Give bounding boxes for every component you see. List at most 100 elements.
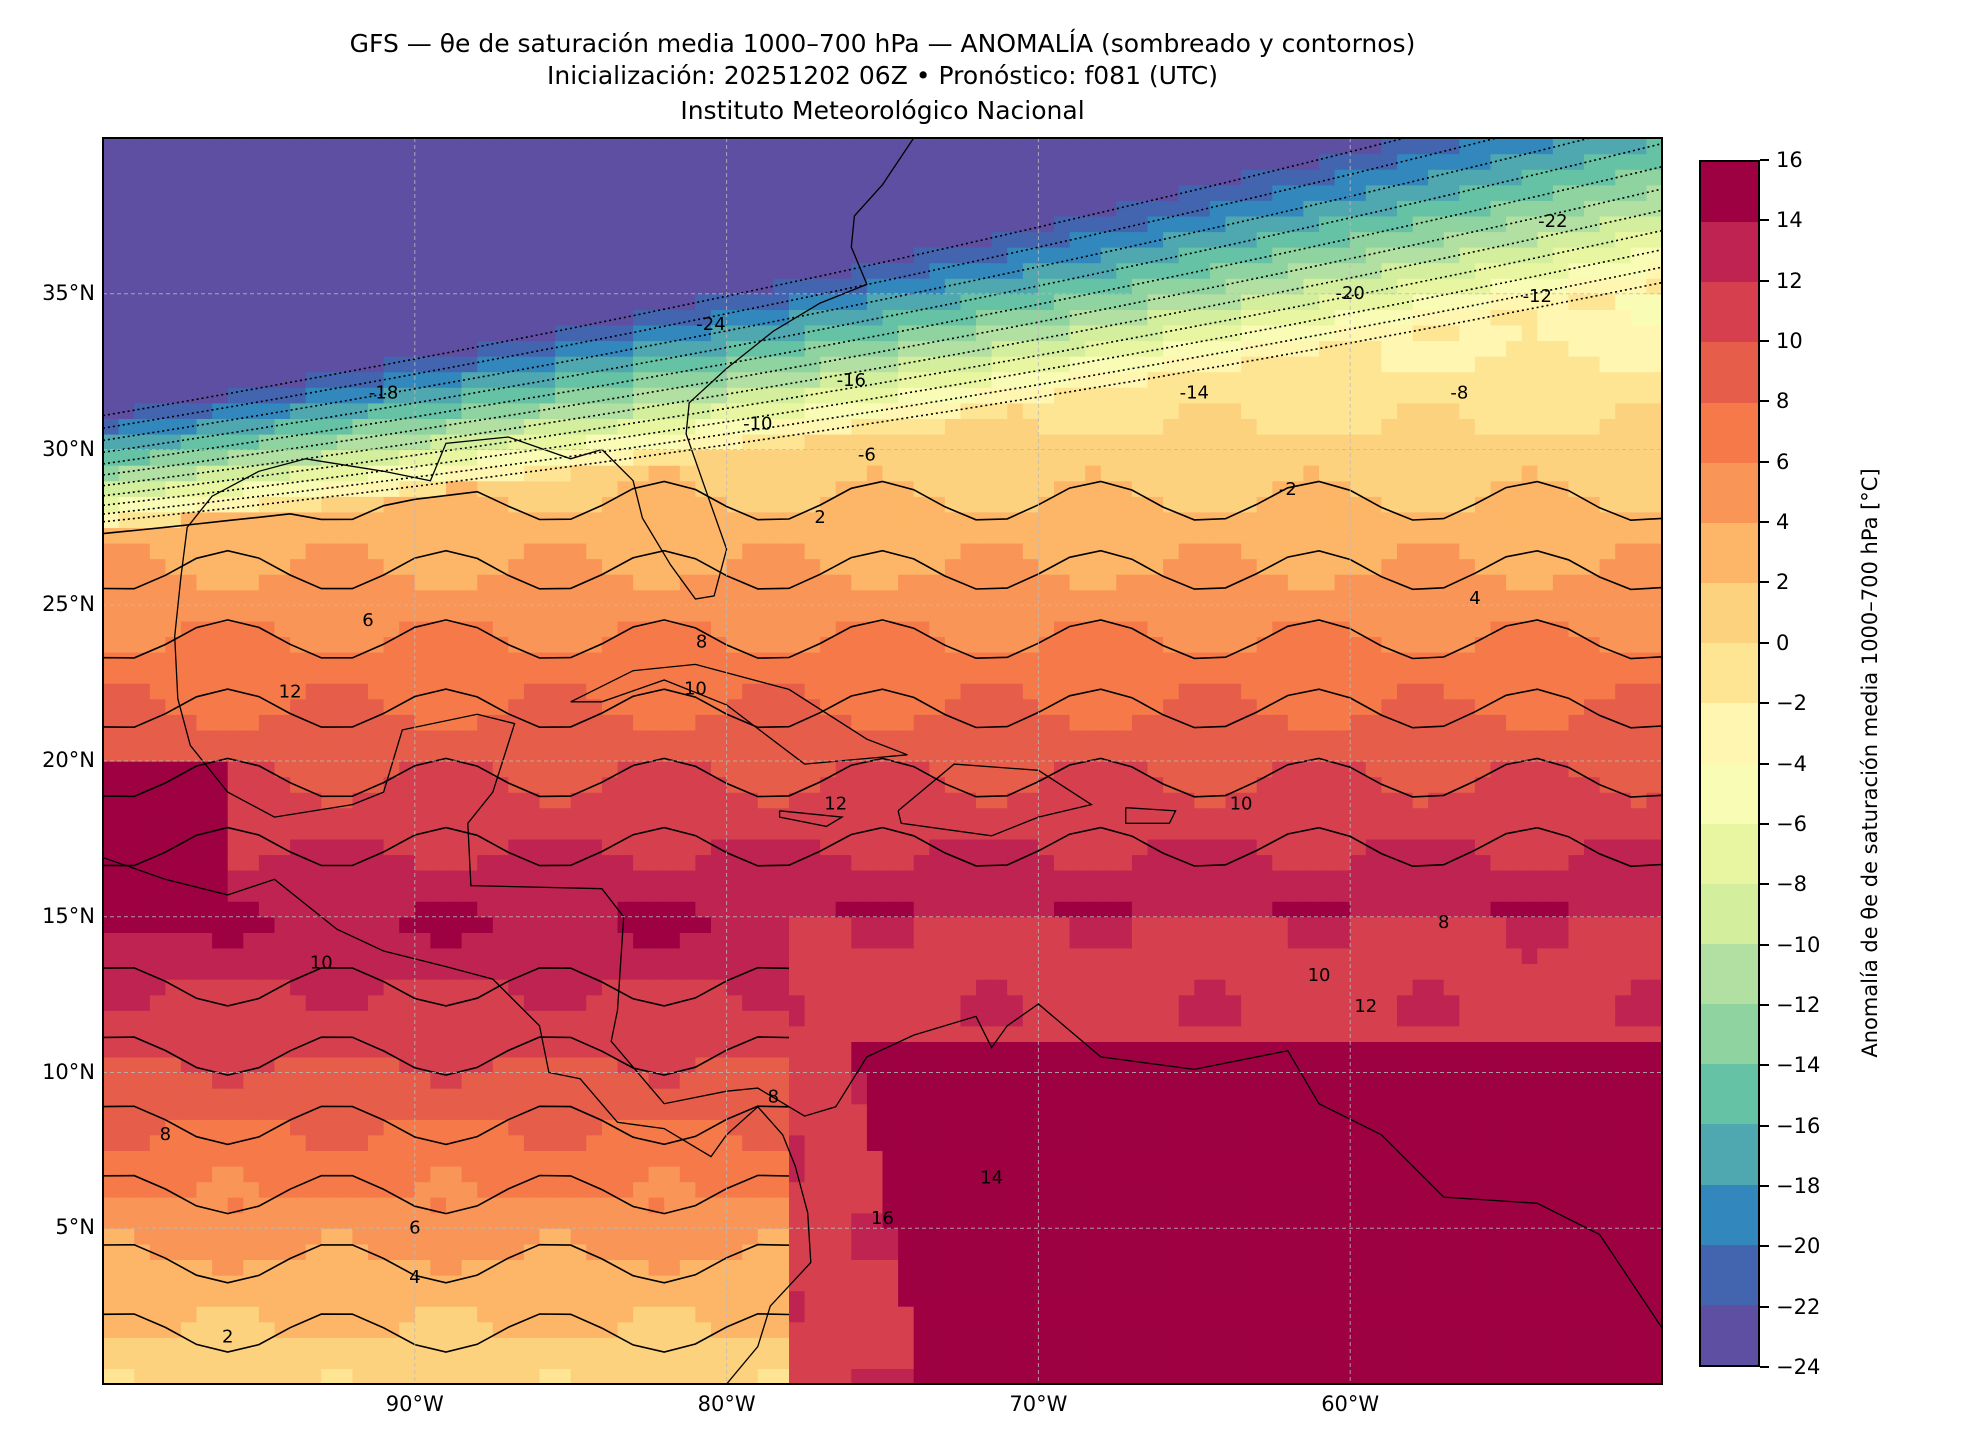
field-cell xyxy=(1646,683,1662,700)
field-cell xyxy=(1584,885,1601,902)
field-cell xyxy=(991,1321,1008,1338)
field-cell xyxy=(274,1197,291,1214)
field-cell xyxy=(820,1103,837,1120)
field-cell xyxy=(633,994,650,1011)
field-cell xyxy=(1646,667,1662,684)
field-cell xyxy=(835,792,852,809)
field-cell xyxy=(1178,698,1195,715)
field-cell xyxy=(617,1259,634,1276)
field-cell xyxy=(383,854,400,871)
field-cell xyxy=(212,1166,229,1183)
field-cell xyxy=(1412,667,1429,684)
field-cell xyxy=(1319,1243,1336,1260)
field-cell xyxy=(134,870,151,887)
field-cell xyxy=(523,745,541,762)
field-cell xyxy=(726,1166,743,1183)
field-cell xyxy=(617,854,634,871)
field-cell xyxy=(1334,667,1351,684)
field-cell xyxy=(648,1243,665,1260)
field-cell xyxy=(1428,1166,1445,1183)
field-cell xyxy=(1474,1321,1492,1338)
field-cell xyxy=(399,1337,416,1354)
field-cell xyxy=(383,1134,400,1151)
field-cell xyxy=(134,792,151,809)
field-cell xyxy=(1365,916,1382,933)
field-cell xyxy=(586,916,603,933)
field-cell xyxy=(1319,1337,1336,1354)
field-cell xyxy=(492,1290,509,1307)
field-cell xyxy=(1646,1321,1662,1338)
field-cell xyxy=(617,916,634,933)
field-cell xyxy=(1474,1150,1492,1167)
field-cell xyxy=(866,1352,884,1369)
field-cell xyxy=(789,1119,806,1136)
field-cell xyxy=(851,823,868,840)
field-cell xyxy=(1537,792,1554,809)
field-cell xyxy=(446,1041,463,1058)
field-cell xyxy=(1428,698,1445,715)
field-cell xyxy=(1209,1197,1227,1214)
field-cell xyxy=(1069,729,1086,747)
field-cell xyxy=(1287,1119,1304,1136)
field-cell xyxy=(991,1337,1008,1354)
field-cell xyxy=(1646,1275,1662,1292)
field-cell xyxy=(492,1041,509,1058)
field-cell xyxy=(243,870,260,887)
field-cell xyxy=(523,1321,541,1338)
field-cell xyxy=(820,947,837,965)
field-cell xyxy=(882,1259,899,1276)
field-cell xyxy=(523,823,541,840)
field-cell xyxy=(1615,1197,1632,1214)
field-cell xyxy=(523,636,541,653)
field-cell xyxy=(1287,652,1304,669)
field-cell xyxy=(492,932,509,949)
field-cell xyxy=(586,838,603,856)
field-cell xyxy=(648,1306,665,1323)
field-cell xyxy=(212,1368,229,1384)
field-cell xyxy=(383,761,400,778)
field-cell xyxy=(1085,1352,1102,1369)
field-cell xyxy=(180,1321,198,1338)
field-cell xyxy=(227,714,244,731)
field-cell xyxy=(648,792,665,809)
field-cell xyxy=(227,1197,244,1214)
field-cell xyxy=(773,854,790,871)
field-cell xyxy=(1038,1306,1055,1323)
field-cell xyxy=(1568,620,1585,637)
field-cell xyxy=(913,1103,930,1120)
field-cell xyxy=(368,1166,385,1183)
field-cell xyxy=(1490,807,1507,824)
field-cell xyxy=(711,1368,728,1384)
field-cell xyxy=(820,901,837,918)
field-cell xyxy=(352,901,369,918)
field-cell xyxy=(1225,885,1242,902)
field-cell xyxy=(570,620,587,637)
field-cell xyxy=(227,1243,244,1260)
field-layer xyxy=(103,138,1662,1384)
field-cell xyxy=(492,854,509,871)
field-cell xyxy=(430,776,447,793)
field-cell xyxy=(1287,1181,1304,1198)
field-cell xyxy=(586,1243,603,1260)
field-cell xyxy=(898,652,915,669)
field-cell xyxy=(1131,1088,1149,1105)
field-cell xyxy=(617,776,634,793)
field-cell xyxy=(103,1337,120,1354)
field-cell xyxy=(773,761,790,778)
field-cell xyxy=(1552,823,1570,840)
field-cell xyxy=(1568,901,1585,918)
field-cell xyxy=(149,870,166,887)
field-cell xyxy=(1334,1181,1351,1198)
field-cell xyxy=(321,947,338,965)
field-cell xyxy=(633,1243,650,1260)
field-cell xyxy=(1474,1010,1492,1027)
field-cell xyxy=(1506,1306,1523,1323)
field-cell xyxy=(383,885,400,902)
field-cell xyxy=(1350,1290,1367,1307)
field-cell xyxy=(555,620,572,637)
field-cell xyxy=(601,901,619,918)
field-cell xyxy=(1054,1275,1071,1292)
field-cell xyxy=(1397,1166,1414,1183)
field-cell xyxy=(757,1041,774,1058)
field-cell xyxy=(399,636,416,653)
